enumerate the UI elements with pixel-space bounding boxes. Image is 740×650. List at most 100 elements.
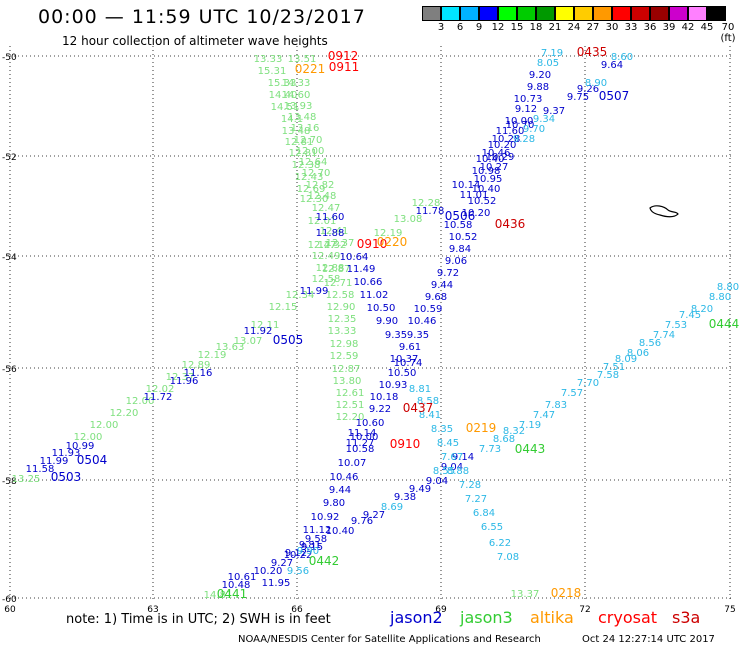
- wave-height-value: 10.20: [488, 140, 517, 151]
- pass-time-label: 0504: [77, 453, 108, 467]
- latitude-label: -56: [2, 365, 17, 375]
- wave-height-value: 15.31: [258, 66, 287, 77]
- wave-height-value: 12.30: [300, 194, 329, 205]
- pass-time-label: 0220: [377, 235, 408, 249]
- wave-height-value: 10.52: [468, 196, 497, 207]
- wave-height-value: 12.47: [312, 203, 341, 214]
- wave-height-value: 12.51: [336, 400, 365, 411]
- wave-height-value: 8.56: [639, 338, 661, 349]
- wave-height-value: 11.58: [26, 464, 55, 475]
- wave-height-value: 10.14: [452, 180, 481, 191]
- pass-time-label: 0506: [445, 209, 476, 223]
- colorbar-tick-label: 12: [491, 22, 505, 33]
- wave-height-value: 11.99: [300, 286, 329, 297]
- wave-height-value: 8.09: [615, 354, 637, 365]
- wave-height-value: 9.04: [426, 476, 448, 487]
- wave-height-value: 12.28: [412, 198, 441, 209]
- wave-height-value: 12.89: [182, 360, 211, 371]
- wave-height-value: 12.43: [295, 172, 324, 183]
- wave-height-value: 11.14: [348, 428, 377, 439]
- latitude-label: -58: [2, 477, 17, 487]
- wave-height-value: 14.81: [204, 590, 233, 601]
- longitude-label: 63: [147, 605, 158, 615]
- wave-height-value: 12.98: [330, 339, 359, 350]
- wave-height-value: 13.33: [254, 54, 283, 65]
- longitude-label: 69: [435, 605, 447, 615]
- colorbar-tick-label: 45: [700, 22, 714, 33]
- wave-height-value: 10.92: [311, 512, 340, 523]
- map-grid: [9, 46, 732, 600]
- wave-height-value: 9.04: [441, 462, 463, 473]
- wave-height-value: 8.58: [417, 396, 439, 407]
- colorbar-tick-label: 42: [681, 22, 695, 33]
- latitude-label: -52: [2, 153, 17, 163]
- wave-height-value: 9.26: [577, 84, 599, 95]
- wave-height-value: 9.80: [323, 498, 345, 509]
- wave-height-value: 14.33: [282, 78, 311, 89]
- wave-height-value: 8.69: [381, 502, 403, 513]
- colorbar-swatch: [460, 6, 479, 21]
- wave-height-value: 9.35: [385, 330, 407, 341]
- wave-height-value: 9.49: [409, 484, 431, 495]
- colorbar-swatch: [498, 6, 517, 21]
- wave-height-value: 11.01: [460, 190, 489, 201]
- wave-height-value: 8.55: [433, 466, 455, 477]
- wave-height-value: 10.40: [472, 184, 501, 195]
- page-title: 00:00 — 11:59 UTC 10/23/2017: [38, 6, 366, 28]
- wave-height-value: 12.37: [326, 238, 355, 249]
- pass-time-label: 0436: [495, 217, 526, 231]
- wave-height-value: 12.49: [312, 251, 341, 262]
- wave-height-value: 12.37: [166, 372, 195, 383]
- colorbar-tick-label: 70 (ft): [720, 22, 736, 44]
- wave-height-value: 9.28: [513, 134, 535, 145]
- wave-height-value: 6.84: [473, 508, 495, 519]
- wave-height-value: 12.02: [146, 384, 175, 395]
- wave-height-value: 9.44: [329, 485, 351, 496]
- wave-height-value: 9.06: [445, 256, 467, 267]
- wave-height-value: 7.83: [545, 400, 567, 411]
- colorbar-swatch: [479, 6, 498, 21]
- wave-height-value: 8.60: [611, 52, 633, 63]
- wave-height-value: 11.49: [347, 264, 376, 275]
- wave-height-value: 12.41: [320, 226, 349, 237]
- wave-height-value: 7.19: [541, 48, 563, 59]
- wave-height-value: 8.20: [691, 304, 713, 315]
- wave-height-value: 14.40: [269, 90, 298, 101]
- wave-height-value: 10.50: [388, 368, 417, 379]
- wave-height-value: 9.20: [529, 70, 551, 81]
- wave-height-value: 8.45: [437, 438, 459, 449]
- wave-height-value: 9.90: [297, 546, 319, 557]
- footer-center: NOAA/NESDIS Center for Satellite Applica…: [238, 634, 541, 645]
- wave-height-value: 12.20: [336, 412, 365, 423]
- wave-height-value: 9.15: [301, 542, 323, 553]
- wave-height-value: 7.19: [519, 420, 541, 431]
- colorbar-tick-label: 15: [510, 22, 524, 33]
- wave-height-value: 9.68: [425, 292, 447, 303]
- legend-altika: altika: [530, 608, 574, 627]
- wave-height-value: 12.32: [318, 240, 347, 251]
- wave-height-value: 13.16: [291, 123, 320, 134]
- wave-height-value: 12.34: [286, 290, 315, 301]
- wave-height-value: 10.48: [222, 580, 251, 591]
- pass-time-label: 0505: [273, 333, 304, 347]
- wave-height-value: 9.35: [407, 330, 429, 341]
- wave-height-value: 12.48: [308, 191, 337, 202]
- wave-height-value: 8.81: [409, 384, 431, 395]
- wave-height-value: 8.68: [493, 434, 515, 445]
- wave-height-value: 10.61: [228, 572, 257, 583]
- wave-height-value: 12.19: [374, 228, 403, 239]
- wave-height-value: 11.72: [144, 392, 173, 403]
- wave-height-value: 10.50: [367, 303, 396, 314]
- pass-time-label: 0910: [390, 437, 421, 451]
- colorbar-swatch: [593, 6, 612, 21]
- wave-height-value: 7.28: [459, 480, 481, 491]
- wave-height-value: 12.82: [306, 180, 335, 191]
- wave-height-value: 12.90: [327, 302, 356, 313]
- wave-height-value: 7.58: [597, 370, 619, 381]
- wave-height-value: 12.70: [302, 168, 331, 179]
- wave-height-value: 10.37: [390, 354, 419, 365]
- wave-height-value: 11.27: [346, 438, 375, 449]
- wave-height-value: 12.70: [294, 135, 323, 146]
- wave-height-value: 13.93: [284, 101, 313, 112]
- wave-height-value: 12.00: [74, 432, 103, 443]
